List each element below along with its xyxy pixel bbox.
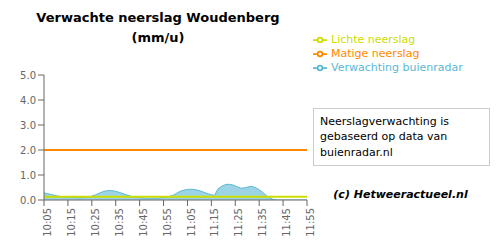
- svg-text:11:25: 11:25: [233, 208, 244, 237]
- html-text:(c) Hetweeractueel.nl: (c) Hetweeractueel.nl: [333, 188, 468, 201]
- html-text:Matige neerslag: Matige neerslag: [331, 47, 420, 60]
- svg-text:10:15: 10:15: [66, 208, 77, 237]
- svg-text:1.0: 1.0: [20, 170, 36, 181]
- svg-text:11:55: 11:55: [305, 208, 316, 237]
- svg-text:5.0: 5.0: [20, 70, 36, 81]
- svg-text:0.0: 0.0: [20, 195, 36, 206]
- svg-text:3.0: 3.0: [20, 120, 36, 131]
- html-text:Neerslagverwachting is gebasee: Neerslagverwachting is gebaseerd op data…: [320, 115, 449, 159]
- svg-text:10:25: 10:25: [90, 208, 101, 237]
- svg-text:4.0: 4.0: [20, 95, 36, 106]
- svg-text:2.0: 2.0: [20, 145, 36, 156]
- svg-text:10:35: 10:35: [114, 208, 125, 237]
- svg-text:11:15: 11:15: [209, 208, 220, 237]
- svg-text:11:45: 11:45: [281, 208, 292, 237]
- html-text:Lichte neerslag: Lichte neerslag: [331, 33, 416, 46]
- html-text:Verwachting buienradar: Verwachting buienradar: [331, 61, 463, 74]
- html-text:Verwachte neerslag Woudenberg: Verwachte neerslag Woudenberg (mm/u): [36, 10, 280, 45]
- svg-text:11:05: 11:05: [186, 208, 197, 237]
- svg-text:10:45: 10:45: [138, 208, 149, 237]
- svg-text:11:35: 11:35: [257, 208, 268, 237]
- svg-text:10:55: 10:55: [162, 208, 173, 237]
- svg-text:10:05: 10:05: [42, 208, 53, 237]
